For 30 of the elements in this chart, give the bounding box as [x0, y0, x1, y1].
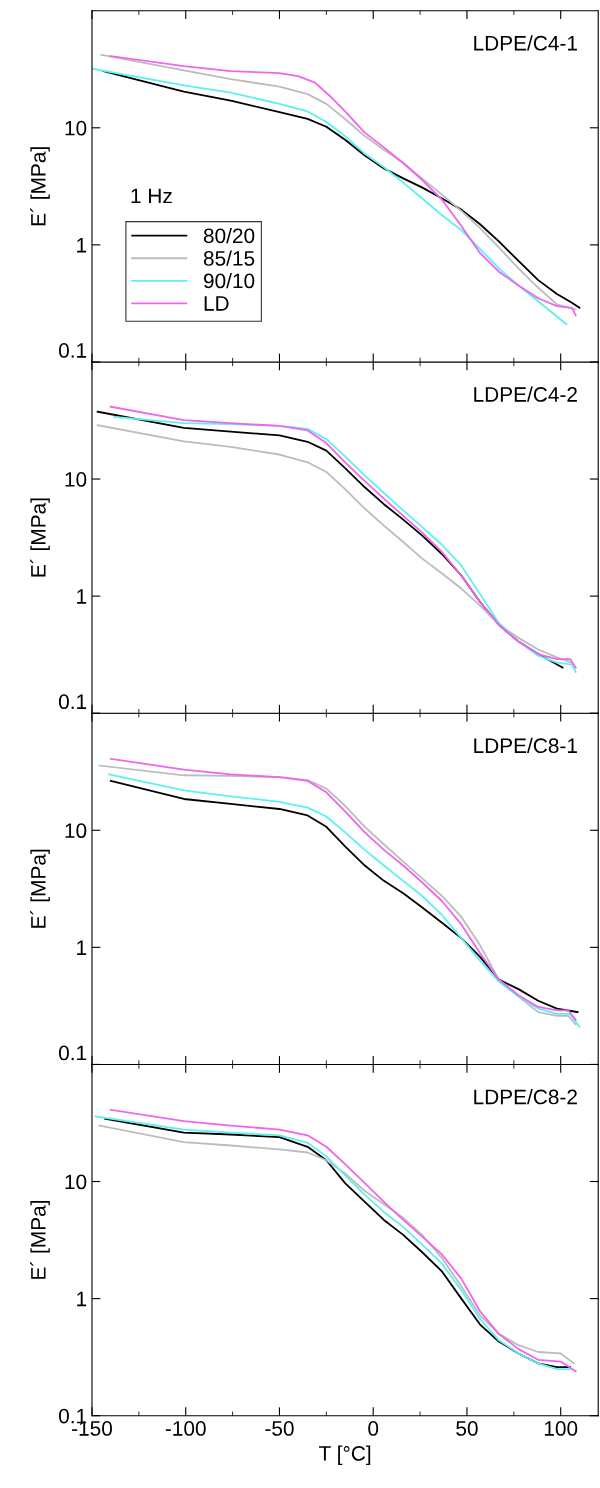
y-axis-title: E´ [MPa] [30, 1201, 50, 1279]
annotation: 1 Hz [131, 188, 172, 204]
y-axis-title: E´ [MPa] [30, 498, 50, 577]
text: LDPE/C8-2 [474, 1089, 577, 1105]
y-axis-title: E´ [MPa] [30, 147, 50, 226]
y-axis-title: E´ [MPa] [30, 849, 50, 928]
y-tick-label: 10 [65, 1174, 87, 1190]
y-tick-label: 1 [77, 238, 87, 253]
legend-label: 80/20 [203, 227, 255, 244]
y-tick-label: 1 [77, 589, 87, 604]
text: LDPE/C4-2 [474, 386, 577, 402]
x-tick-label: -50 [265, 1421, 294, 1436]
legend-label: 85/15 [203, 250, 255, 266]
y-tick-label: 0.1 [58, 694, 87, 710]
y-tick-label: 1 [77, 940, 87, 955]
x-tick-label: 0 [368, 1421, 379, 1436]
y-tick-label: 0.1 [58, 1045, 87, 1061]
x-tick-label: -100 [165, 1421, 206, 1436]
y-tick-label: 10 [65, 472, 87, 487]
y-tick-label: 1 [77, 1291, 87, 1307]
legend-label: LD [204, 296, 229, 311]
y-tick-label: 10 [65, 120, 87, 136]
text: LDPE/C4-1 [474, 35, 577, 51]
legend-label: 90/10 [203, 273, 255, 289]
y-tick-label: 10 [65, 823, 87, 839]
x-axis-title: T [°C] [319, 1445, 371, 1465]
x-tick-label: 100 [544, 1421, 578, 1436]
x-tick-label: 50 [456, 1421, 478, 1436]
text: LDPE/C8-1 [474, 737, 577, 754]
y-tick-label: 0.1 [58, 343, 87, 358]
